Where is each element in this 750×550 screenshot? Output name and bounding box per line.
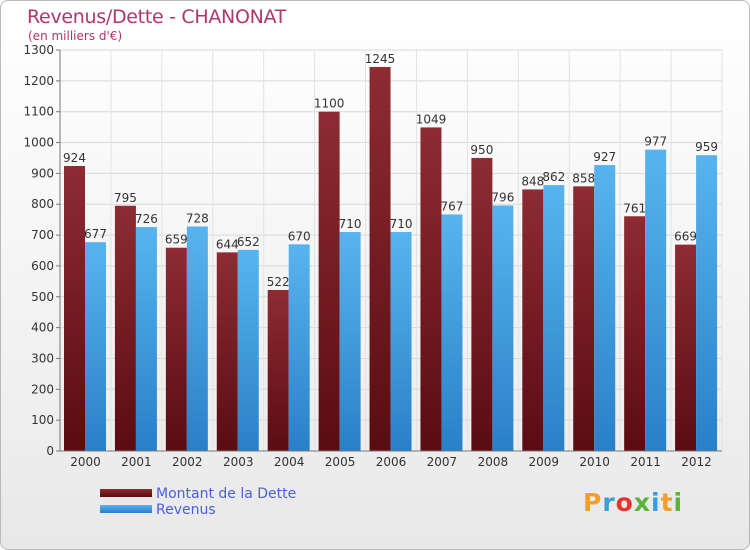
bar-revenus (390, 231, 412, 451)
bar-dette (573, 186, 595, 451)
logo-letter: i (673, 488, 684, 517)
data-label-dette: 669 (674, 230, 697, 244)
legend-swatch-revenus (100, 505, 152, 513)
bar-dette (64, 165, 85, 451)
bar-dette (369, 66, 391, 451)
bar-dette (471, 157, 493, 451)
bar-revenus (594, 165, 616, 451)
data-label-revenus: 652 (237, 235, 260, 249)
bar-revenus (339, 231, 361, 451)
data-label-revenus: 670 (288, 229, 311, 243)
data-label-dette: 858 (572, 171, 595, 185)
bar-revenus (492, 205, 514, 451)
bar-revenus (696, 155, 718, 452)
bar-revenus (237, 249, 259, 451)
y-tick-label: 800 (31, 197, 54, 211)
x-tick-label: 2010 (579, 455, 610, 469)
bar-dette (216, 252, 238, 451)
y-tick-label: 700 (31, 228, 54, 242)
data-label-dette: 950 (470, 143, 493, 157)
bar-dette (522, 189, 544, 451)
y-tick-label: 1100 (23, 105, 54, 119)
x-tick-label: 2002 (172, 455, 203, 469)
data-label-revenus: 677 (84, 227, 107, 241)
data-label-dette: 644 (216, 237, 239, 251)
logo-letter: o (615, 488, 634, 517)
y-tick-label: 1000 (23, 136, 54, 150)
bar-revenus (288, 244, 310, 451)
x-tick-label: 2003 (223, 455, 254, 469)
logo-letter: r (602, 488, 616, 517)
data-label-dette: 795 (114, 191, 137, 205)
proxiti-logo: Proxiti (583, 488, 683, 517)
bar-revenus (186, 226, 208, 451)
x-tick-label: 2001 (121, 455, 152, 469)
bar-dette (267, 289, 289, 451)
bar-dette (624, 216, 646, 451)
y-tick-label: 0 (46, 444, 54, 458)
x-tick-label: 2008 (478, 455, 509, 469)
data-label-dette: 924 (63, 151, 86, 165)
legend-swatch-dette (100, 489, 152, 497)
bar-dette (114, 205, 136, 451)
y-tick-label: 600 (31, 259, 54, 273)
legend-label-revenus: Revenus (156, 502, 216, 518)
data-label-revenus: 767 (441, 199, 464, 213)
data-label-dette: 1100 (314, 97, 345, 111)
x-tick-label: 2012 (681, 455, 712, 469)
data-label-revenus: 710 (390, 217, 413, 231)
bar-dette (318, 111, 340, 451)
bar-revenus (135, 227, 157, 451)
x-tick-label: 2006 (376, 455, 407, 469)
data-label-revenus: 728 (186, 211, 209, 225)
data-label-dette: 1245 (365, 52, 396, 66)
bar-dette (675, 244, 697, 451)
x-tick-label: 2000 (70, 455, 101, 469)
data-label-dette: 659 (165, 233, 188, 247)
x-tick-label: 2007 (427, 455, 458, 469)
bar-dette (420, 127, 442, 452)
logo-letter: P (583, 488, 603, 517)
logo-letter: i (651, 488, 661, 517)
bar-revenus (645, 149, 667, 452)
data-label-revenus: 862 (542, 170, 565, 184)
data-label-dette: 1049 (416, 112, 447, 126)
bar-revenus (441, 214, 463, 451)
data-label-revenus: 959 (695, 140, 718, 154)
y-tick-label: 1200 (23, 74, 54, 88)
x-tick-label: 2009 (528, 455, 559, 469)
legend-label-dette: Montant de la Dette (156, 486, 297, 502)
y-tick-label: 400 (31, 321, 54, 335)
bars-group (64, 66, 718, 452)
y-tick-label: 1300 (23, 43, 54, 57)
data-label-dette: 761 (623, 201, 646, 215)
data-label-dette: 522 (267, 275, 290, 289)
x-tick-label: 2004 (274, 455, 305, 469)
data-label-revenus: 726 (135, 212, 158, 226)
y-tick-label: 500 (31, 290, 54, 304)
chart-title: Revenus/Dette - CHANONAT (27, 6, 287, 28)
y-tick-label: 300 (31, 351, 54, 365)
x-tick-label: 2005 (325, 455, 356, 469)
chart-subtitle: (en milliers d'€) (28, 29, 123, 43)
data-label-revenus: 977 (644, 135, 667, 149)
logo-letter: t (660, 488, 674, 517)
data-label-revenus: 796 (491, 190, 514, 204)
y-tick-label: 200 (31, 382, 54, 396)
bar-revenus (543, 185, 565, 452)
axes: 0 100 200 300 400 500 600 700 800 900 1000 1100 1200… (23, 43, 722, 469)
bar-revenus (85, 242, 106, 451)
data-label-revenus: 927 (593, 150, 616, 164)
data-label-dette: 848 (521, 174, 544, 188)
y-tick-label: 100 (31, 413, 54, 427)
bar-dette (165, 247, 187, 451)
logo-letter: x (633, 488, 651, 517)
x-tick-label: 2011 (630, 455, 661, 469)
data-label-revenus: 710 (339, 217, 362, 231)
y-tick-label: 900 (31, 166, 54, 180)
